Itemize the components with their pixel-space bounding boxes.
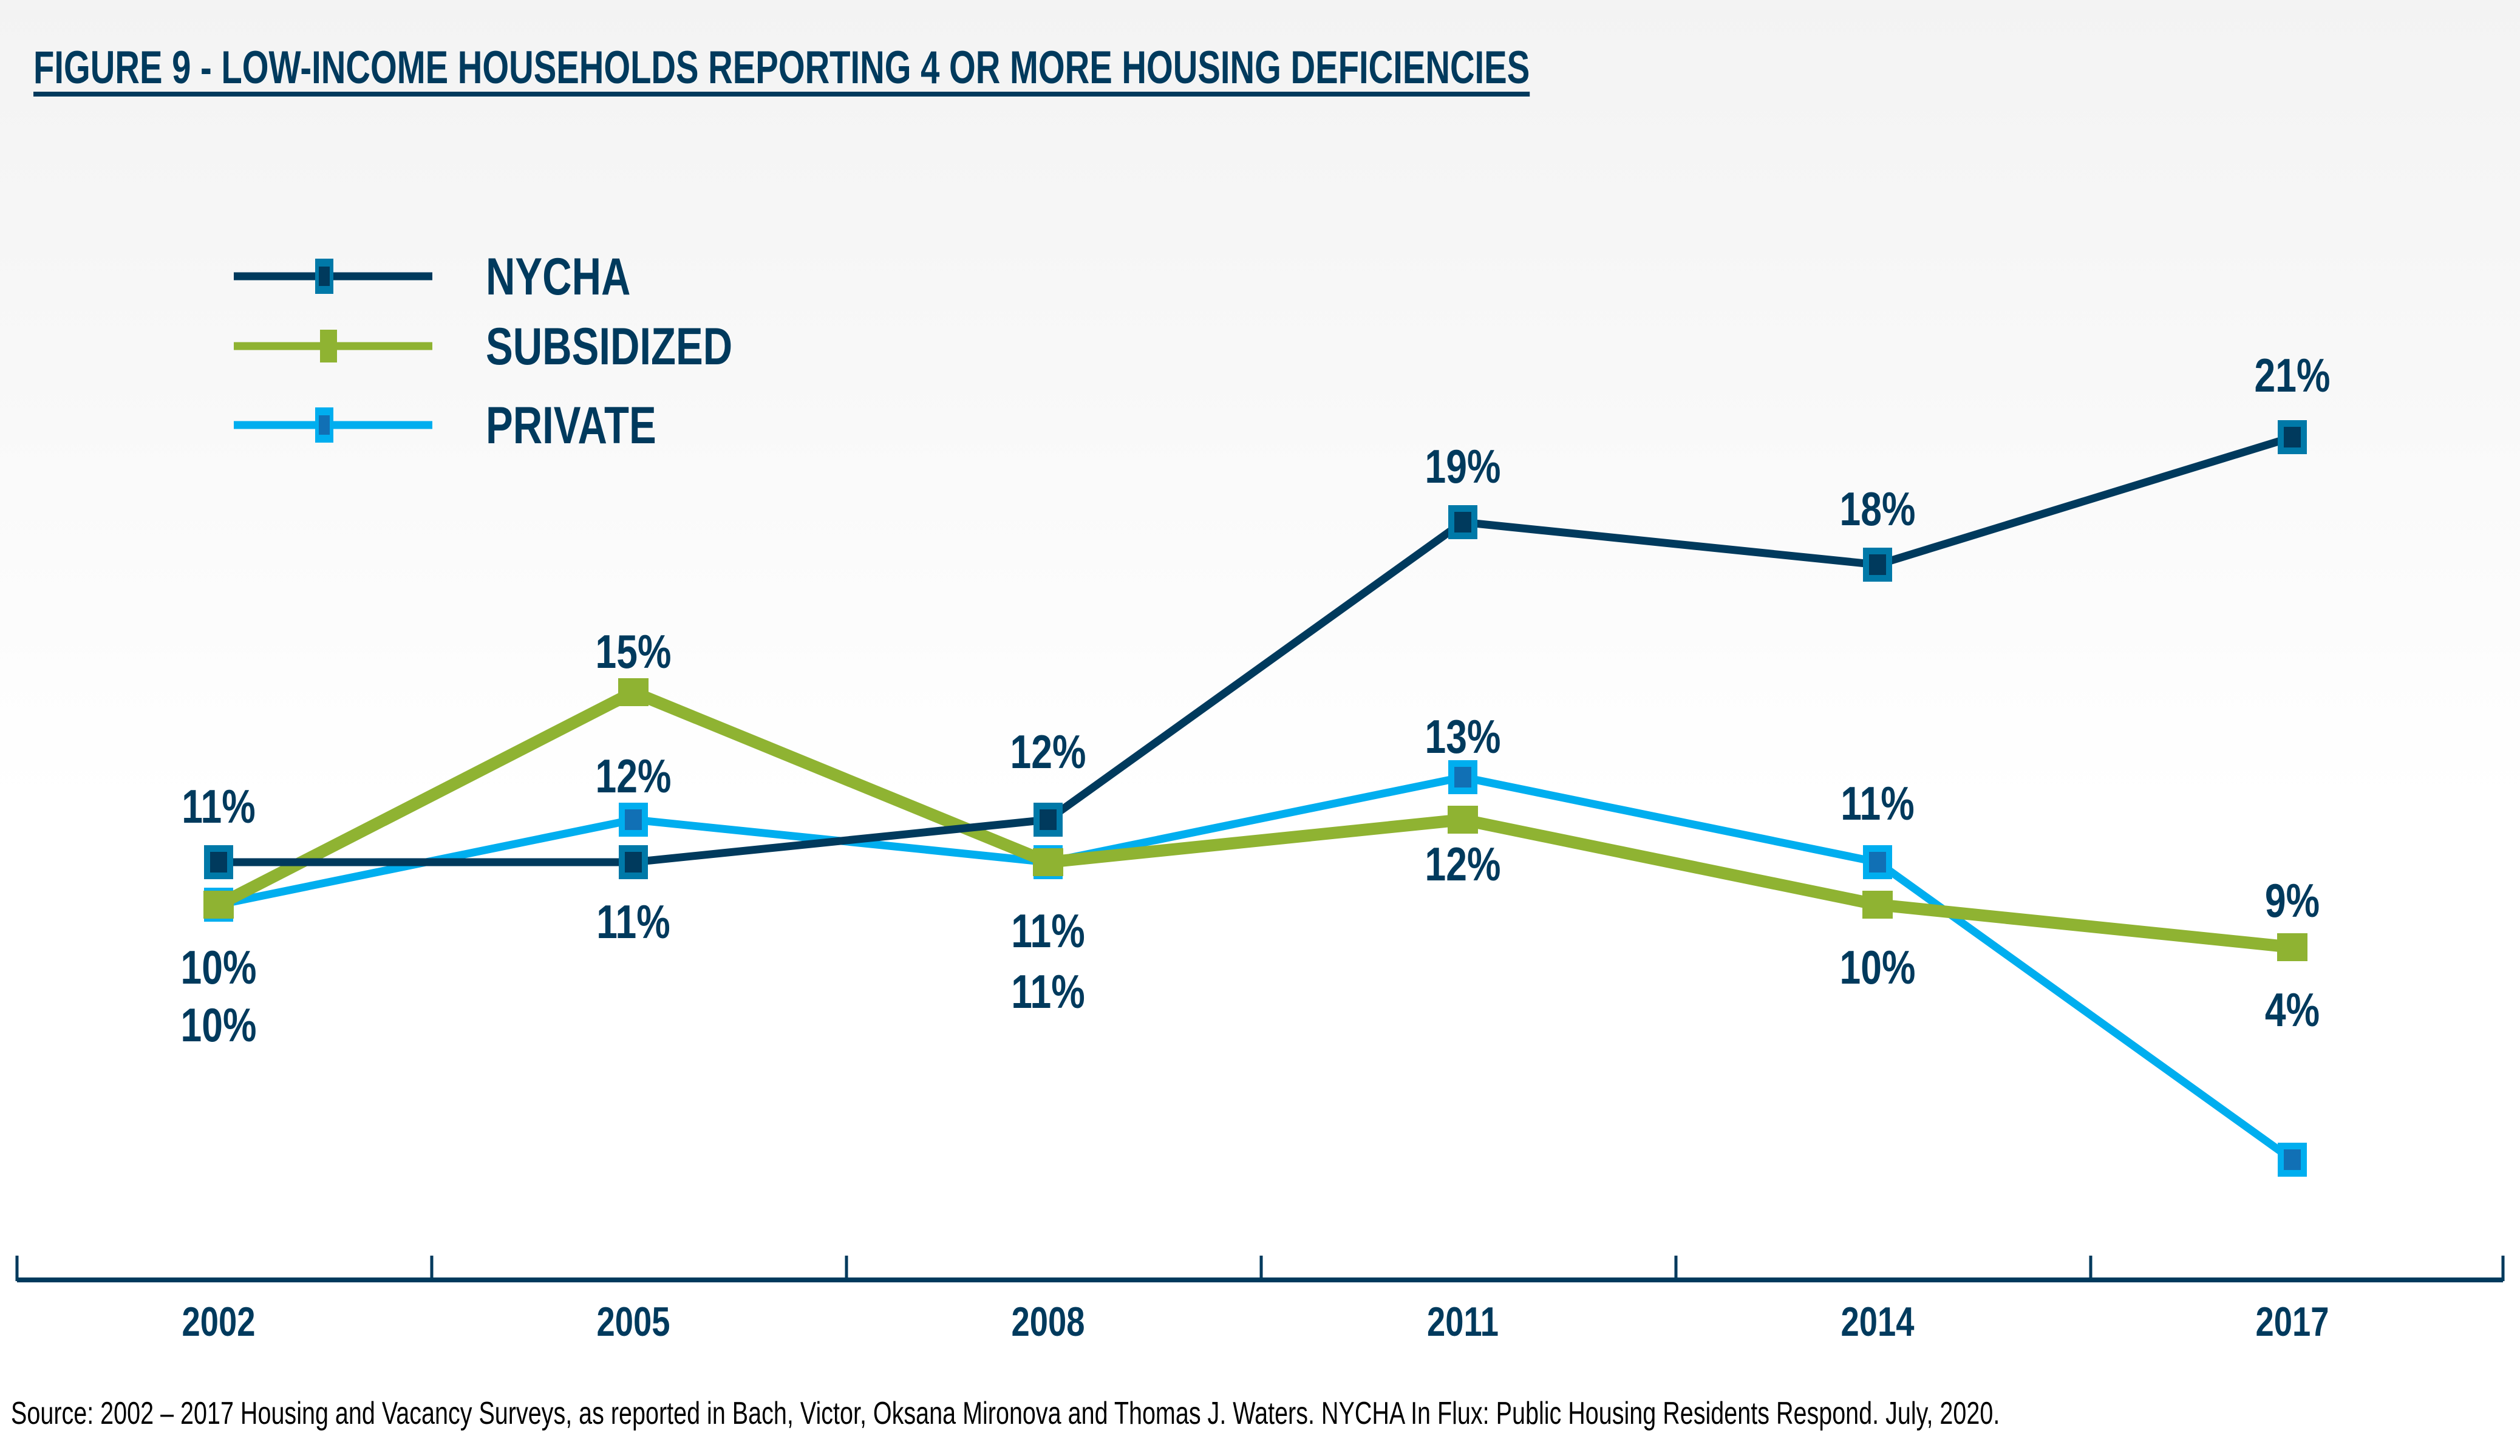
data-label-nycha: 11% xyxy=(596,895,670,948)
data-label-private: 10% xyxy=(181,998,257,1051)
legend-label-subsidized: SUBSIDIZED xyxy=(486,318,732,376)
data-label-subsidized: 12% xyxy=(1425,837,1501,890)
marker-subsidized xyxy=(1862,891,1893,919)
data-labels: 11% 11% 12% 19% 18% 21% 10% 15% 11% 12% 10% 9% 10% 12… xyxy=(181,349,2331,1051)
series-lines xyxy=(216,433,2295,1163)
data-label-private: 11% xyxy=(1841,777,1914,829)
legend-label-private: PRIVATE xyxy=(486,396,656,455)
legend-marker-subsidized xyxy=(320,330,337,362)
x-tick-label: 2017 xyxy=(2256,1299,2329,1345)
data-label-subsidized: 11% xyxy=(1011,904,1085,957)
marker-private xyxy=(2278,1143,2307,1177)
legend-label-nycha: NYCHA xyxy=(486,248,630,306)
data-label-subsidized: 10% xyxy=(1840,941,1916,993)
marker-subsidized xyxy=(203,891,234,919)
data-label-nycha: 11% xyxy=(182,780,255,832)
series-line-private xyxy=(217,773,2295,1163)
x-tick-label: 2011 xyxy=(1427,1299,1499,1345)
series-markers xyxy=(203,420,2307,1177)
marker-nycha xyxy=(2278,420,2307,454)
data-label-private: 4% xyxy=(2265,983,2320,1036)
marker-subsidized xyxy=(1033,848,1063,876)
marker-subsidized xyxy=(618,678,649,706)
series-line-subsidized xyxy=(216,685,2294,953)
source-note: Source: 2002 – 2017 Housing and Vacancy … xyxy=(11,1396,2000,1431)
data-label-private: 11% xyxy=(1011,965,1085,1018)
data-label-subsidized: 9% xyxy=(2265,874,2320,927)
data-label-nycha: 21% xyxy=(2255,349,2331,401)
marker-private xyxy=(619,803,648,837)
x-axis: 2002 2005 2008 2011 2014 2017 xyxy=(15,1256,2505,1345)
chart-title: FIGURE 9 - LOW-INCOME HOUSEHOLDS REPORTI… xyxy=(33,42,1530,94)
data-label-private: 12% xyxy=(596,749,672,802)
marker-nycha xyxy=(1448,505,1477,539)
marker-private xyxy=(1448,760,1477,794)
x-tick-label: 2002 xyxy=(182,1299,256,1345)
marker-nycha xyxy=(619,845,648,879)
legend-marker-inner-private xyxy=(319,415,330,435)
legend: NYCHA SUBSIDIZED PRIVATE xyxy=(234,248,732,455)
legend-marker-inner-nycha xyxy=(319,267,330,286)
data-label-subsidized: 15% xyxy=(596,625,672,678)
x-tick-label: 2014 xyxy=(1841,1299,1915,1345)
marker-nycha xyxy=(1034,803,1063,837)
data-label-nycha: 18% xyxy=(1840,482,1916,535)
series-line-nycha xyxy=(219,433,2294,866)
data-label-nycha: 12% xyxy=(1010,725,1086,778)
marker-nycha xyxy=(204,845,233,879)
marker-private xyxy=(1863,845,1892,879)
marker-subsidized xyxy=(2277,933,2307,961)
marker-nycha xyxy=(1863,548,1892,582)
data-label-nycha: 19% xyxy=(1425,440,1501,492)
marker-subsidized xyxy=(1448,806,1478,834)
data-label-private: 13% xyxy=(1425,710,1501,763)
x-tick-label: 2005 xyxy=(597,1299,670,1345)
data-label-subsidized: 10% xyxy=(181,941,257,993)
x-tick-label: 2008 xyxy=(1012,1299,1085,1345)
